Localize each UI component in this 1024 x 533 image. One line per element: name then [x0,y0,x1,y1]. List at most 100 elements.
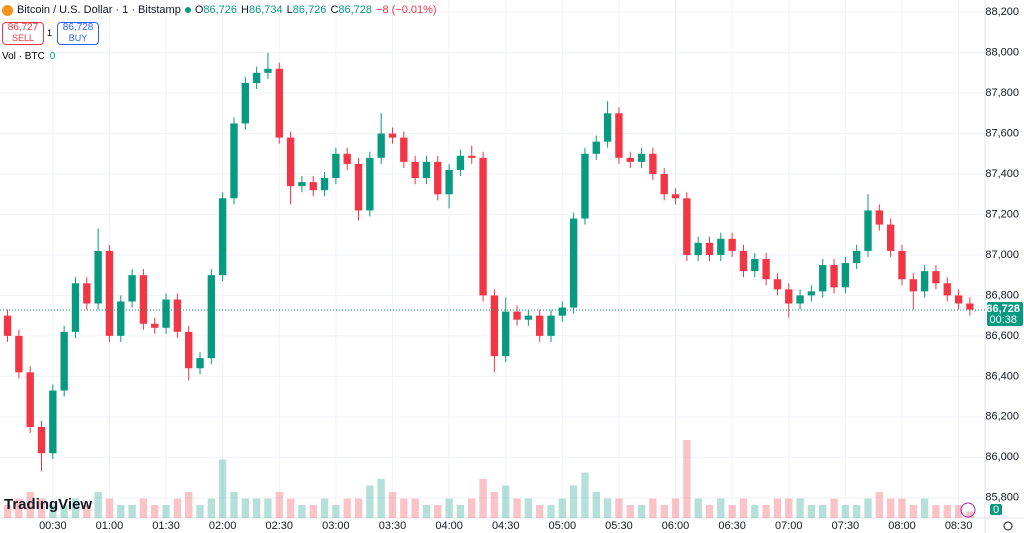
volume-bar [694,498,702,518]
volume-bar [751,505,759,518]
candle-body [49,390,57,454]
candle-body [853,250,861,264]
volume-bar [320,498,329,518]
candle-body [649,153,657,175]
candle-body [400,137,408,162]
volume-bar [886,498,895,518]
candle-body [909,279,917,292]
volume-bar [139,498,148,518]
x-tick-label: 03:00 [322,520,350,532]
symbol[interactable]: Bitcoin / U.S. Dollar · 1 · Bitstamp [17,4,181,16]
candle-body [762,259,770,280]
last-price-box [987,301,1023,326]
candle-body [298,182,306,187]
volume-bar [94,492,102,518]
candle-body [456,155,465,170]
candle-body [954,295,963,304]
volume-bar [683,440,691,518]
volume-bar [354,498,363,518]
volume-bar [3,505,12,518]
candle-body [468,155,476,158]
volume-bar [909,505,917,518]
candle-body [445,169,453,195]
candle-body [920,271,929,292]
candle-body [592,141,600,154]
volume-bar [366,485,374,518]
volume-bar [853,505,861,518]
volume-bar [603,498,612,518]
candle-body [886,224,895,251]
volume-bar [773,498,782,518]
volume-bar [207,498,216,518]
volume-bar [105,498,114,518]
candle-body [241,82,249,124]
volume-bar [898,498,906,518]
volume-bar [569,485,578,518]
last-price-label: 86,728 [986,303,1020,315]
volume-bar [445,498,453,518]
y-tick-label: 86,800 [985,289,1019,301]
candle-body [411,161,419,179]
x-tick-label: 03:30 [379,520,407,532]
candle-body [683,198,691,255]
ohlc-key: C [330,4,339,16]
volume-bar [830,498,838,518]
candle-body [943,283,951,296]
volume-bar [15,498,23,518]
x-tick-label: 05:30 [605,520,633,532]
candle-body [434,161,442,195]
candle-body [3,315,12,336]
buy-price: 86,728 [62,22,94,33]
candle-body [898,250,906,280]
volume-bar [117,505,125,518]
volume-bar [660,505,668,518]
volume-bar [411,498,419,518]
volume-bar [626,505,634,518]
ohlc-value: 86,728 [338,4,373,16]
volume-bar [128,505,136,518]
volume-bar [400,498,408,518]
x-tick-label: 02:00 [209,520,237,532]
volume-bar [388,492,397,518]
volume-bar [60,505,68,518]
volume-tick: 0 [990,504,1002,516]
settings-icon [1003,521,1013,531]
volume-bar [37,498,46,518]
candle-body [377,133,385,158]
volume-bar [558,498,566,518]
volume-bar [343,498,351,518]
candle-body [264,68,272,73]
volume-bar [649,498,657,518]
candle-body [230,123,238,199]
y-tick-label: 86,600 [985,330,1019,342]
volume-bar [717,498,725,518]
legend-row: Bitcoin / U.S. Dollar · 1 · Bitstamp O 86… [2,4,437,16]
volume-label: Vol · BTC [2,51,45,62]
candle-body [694,242,702,255]
candle-body [535,315,544,336]
candle-body [671,194,680,199]
candle-body [151,323,159,328]
quantity: 1 [47,28,53,38]
volume-bar [739,498,748,518]
volume-bar [728,505,736,518]
candle-body [524,315,533,320]
volume-bar [966,511,974,518]
volume-bar [785,498,793,518]
btc-icon [2,4,13,16]
candle-body [71,283,80,332]
candle-body [819,265,827,292]
volume-tick-bg [990,504,1002,515]
candle-body [773,279,782,290]
volume-bar [671,498,680,518]
candle-body [218,198,227,276]
volume-bar [218,459,227,518]
sell-button[interactable]: 86,727 SELL [2,22,44,45]
candle-body [207,275,216,359]
volume-bar [705,505,714,518]
x-tick-label: 00:30 [39,520,67,532]
buy-button[interactable]: 86,728 BUY [57,22,99,45]
candle-body [286,137,295,187]
logo[interactable]: TradingView [4,496,93,513]
volume-bar [592,492,600,518]
